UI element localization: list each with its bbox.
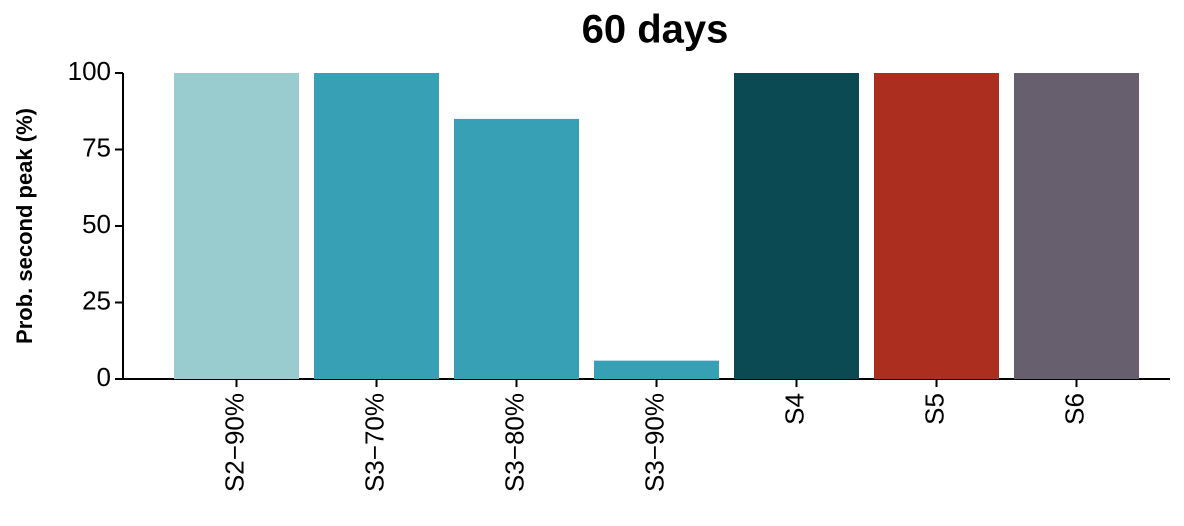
bar [314,73,439,379]
bar [1014,73,1139,379]
y-tick-label: 75 [82,132,111,162]
y-tick-label: 100 [68,56,111,86]
x-tick-label: S3−90% [639,393,669,492]
chart-title: 60 days [582,8,729,52]
y-axis-label: Prob. second peak (%) [12,108,37,344]
x-tick-label: S3−80% [499,393,529,492]
x-tick-label: S6 [1059,393,1089,425]
y-tick-label: 25 [82,285,111,315]
bar [454,118,579,380]
bar [734,73,859,379]
y-tick-label: 0 [97,362,111,392]
bar [874,73,999,379]
x-tick-label: S5 [919,393,949,425]
bar [594,360,719,379]
bar [174,73,299,379]
x-tick-label: S4 [779,393,809,425]
y-tick-label: 50 [82,209,111,239]
x-tick-label: S3−70% [359,393,389,492]
x-tick-label: S2−90% [219,393,249,492]
